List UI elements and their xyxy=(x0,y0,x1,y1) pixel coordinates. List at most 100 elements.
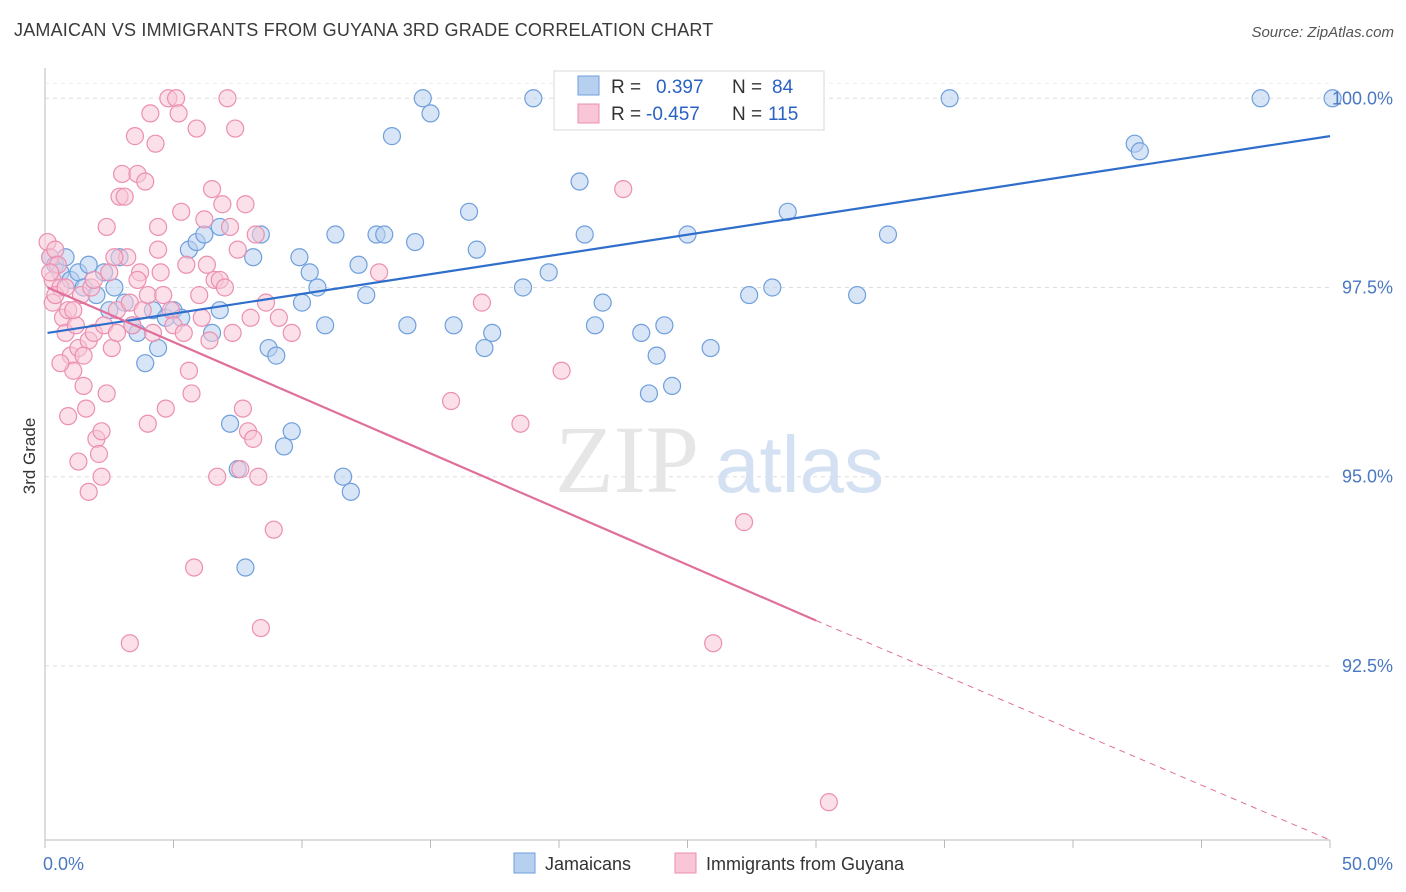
point-jamaicans xyxy=(701,338,720,358)
bottom-legend-swatch-guyana xyxy=(674,852,697,874)
point-guyana xyxy=(120,634,139,653)
point-guyana xyxy=(92,422,111,441)
y-tick-label: 95.0% xyxy=(1342,467,1393,487)
x-tick-label-start: 0.0% xyxy=(43,854,84,874)
trend-line-guyana xyxy=(47,286,817,622)
point-jamaicans xyxy=(1130,142,1149,161)
point-guyana xyxy=(97,217,116,237)
point-guyana xyxy=(136,172,155,191)
legend-n-label-2: N = xyxy=(732,104,762,125)
point-jamaicans xyxy=(647,346,666,365)
point-jamaicans xyxy=(413,89,432,108)
point-jamaicans xyxy=(570,172,589,191)
point-guyana xyxy=(614,179,633,199)
legend-r-value-1: 0.397 xyxy=(656,77,704,98)
point-jamaicans xyxy=(539,263,558,282)
point-jamaicans xyxy=(632,323,651,343)
point-jamaicans xyxy=(459,202,479,221)
point-guyana xyxy=(156,399,175,418)
point-guyana xyxy=(105,248,124,267)
legend-r-label-1: R = xyxy=(611,77,641,98)
trend-lines xyxy=(47,135,1331,841)
point-guyana xyxy=(100,263,119,282)
point-jamaicans xyxy=(79,255,98,274)
watermark: ZIP atlas xyxy=(555,406,884,513)
bottom-legend: Jamaicans Immigrants from Guyana xyxy=(513,852,905,874)
point-guyana xyxy=(148,240,168,259)
point-jamaicans xyxy=(1323,89,1342,108)
point-guyana xyxy=(195,210,214,229)
point-guyana xyxy=(107,323,127,343)
point-guyana xyxy=(282,323,301,343)
point-guyana xyxy=(192,308,211,327)
point-guyana xyxy=(161,301,181,320)
point-guyana xyxy=(59,407,78,426)
point-guyana xyxy=(220,217,240,237)
point-guyana xyxy=(704,634,723,653)
point-guyana xyxy=(174,323,193,343)
point-guyana xyxy=(128,270,147,290)
point-guyana xyxy=(92,467,111,486)
legend-r-label-2: R = xyxy=(611,104,641,125)
point-guyana xyxy=(182,384,201,403)
point-guyana xyxy=(819,793,838,812)
bottom-legend-label-jamaicans: Jamaicans xyxy=(545,854,631,874)
point-jamaicans xyxy=(655,316,674,335)
point-guyana xyxy=(246,225,265,244)
point-guyana xyxy=(236,195,255,214)
point-guyana xyxy=(197,255,217,274)
point-jamaicans xyxy=(593,293,612,312)
point-guyana xyxy=(125,127,145,146)
point-jamaicans xyxy=(326,225,345,244)
point-jamaicans xyxy=(848,285,867,305)
point-jamaicans xyxy=(382,127,402,146)
point-guyana xyxy=(166,89,186,108)
point-guyana xyxy=(208,467,227,486)
point-jamaicans xyxy=(136,354,155,373)
point-guyana xyxy=(89,444,109,464)
point-guyana xyxy=(190,285,209,305)
point-guyana xyxy=(169,104,188,123)
point-jamaicans xyxy=(1251,89,1270,108)
point-guyana xyxy=(228,240,247,259)
trend-line-jamaicans xyxy=(47,135,1331,334)
bottom-legend-swatch-jamaicans xyxy=(513,852,536,874)
point-jamaicans xyxy=(290,248,309,267)
point-guyana xyxy=(151,263,170,282)
legend-swatch-jamaicans xyxy=(577,75,600,96)
axes xyxy=(44,68,1331,848)
point-jamaicans xyxy=(421,104,440,123)
legend-n-value-2: 115 xyxy=(768,104,798,125)
point-guyana xyxy=(223,323,242,343)
point-guyana xyxy=(249,467,268,486)
x-tick-label-end: 50.0% xyxy=(1342,854,1393,874)
point-jamaicans xyxy=(740,285,759,305)
point-jamaicans xyxy=(267,346,286,365)
point-guyana xyxy=(187,119,206,138)
point-jamaicans xyxy=(274,437,294,456)
point-jamaicans xyxy=(662,376,682,395)
point-jamaicans xyxy=(405,232,425,252)
point-jamaicans xyxy=(940,89,959,108)
bottom-legend-label-guyana: Immigrants from Guyana xyxy=(706,854,905,874)
point-jamaicans xyxy=(292,293,312,312)
point-jamaicans xyxy=(349,255,368,274)
point-guyana xyxy=(102,338,121,358)
grid xyxy=(45,82,1330,667)
point-guyana xyxy=(218,89,237,108)
point-guyana xyxy=(64,301,83,320)
point-guyana xyxy=(138,414,157,433)
chart-title: JAMAICAN VS IMMIGRANTS FROM GUYANA 3RD G… xyxy=(14,20,714,40)
data-points xyxy=(38,89,1342,812)
point-jamaicans xyxy=(513,278,533,297)
point-guyana xyxy=(146,134,165,153)
point-guyana xyxy=(69,452,88,471)
y-tick-label: 92.5% xyxy=(1342,656,1393,676)
point-guyana xyxy=(215,278,234,297)
point-guyana xyxy=(141,104,160,123)
point-guyana xyxy=(231,460,250,479)
point-guyana xyxy=(441,391,461,411)
point-guyana xyxy=(226,119,245,138)
trend-line-guyana-extension xyxy=(815,620,1331,841)
legend-n-value-1: 84 xyxy=(772,77,794,98)
